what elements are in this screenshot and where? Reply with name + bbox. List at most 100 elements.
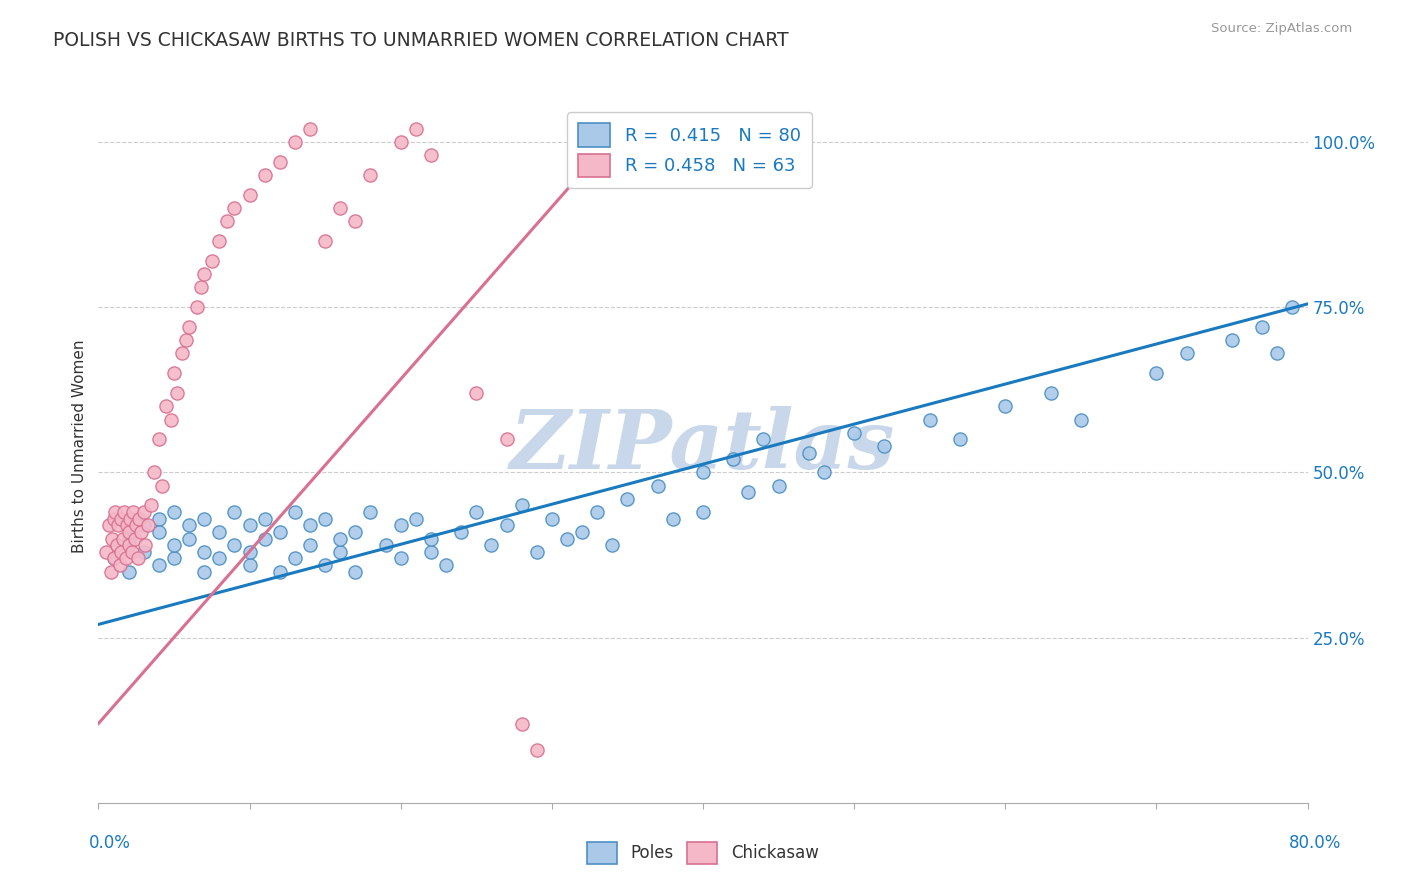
Point [1267, 346, 1289, 360]
Point [405, 121, 427, 136]
Point [124, 532, 146, 546]
Point [163, 538, 186, 552]
Point [215, 214, 238, 228]
Point [224, 538, 246, 552]
Point [1070, 412, 1092, 426]
Point [186, 300, 208, 314]
Point [299, 518, 322, 533]
Point [128, 511, 150, 525]
Point [104, 505, 127, 519]
Point [450, 524, 472, 539]
Point [141, 499, 163, 513]
Point [253, 532, 276, 546]
Point [193, 545, 215, 559]
Point [540, 511, 562, 525]
Point [329, 201, 352, 215]
Legend: R =  0.415   N = 80, R = 0.458   N = 63: R = 0.415 N = 80, R = 0.458 N = 63 [567, 112, 811, 188]
Point [150, 478, 173, 492]
Point [526, 743, 548, 757]
Point [132, 505, 155, 519]
Point [224, 201, 246, 215]
Point [510, 716, 533, 731]
Point [994, 400, 1017, 414]
Point [118, 565, 141, 579]
Legend: Poles, Chickasaw: Poles, Chickasaw [581, 836, 825, 871]
Point [112, 505, 135, 519]
Point [434, 558, 457, 572]
Point [481, 538, 503, 552]
Point [768, 478, 790, 492]
Point [193, 267, 215, 281]
Point [208, 234, 231, 248]
Point [602, 538, 624, 552]
Point [143, 466, 166, 480]
Point [918, 412, 941, 426]
Point [299, 538, 322, 552]
Text: 80.0%: 80.0% [1288, 834, 1341, 852]
Point [420, 532, 443, 546]
Point [101, 532, 124, 546]
Point [118, 524, 141, 539]
Point [110, 511, 132, 525]
Point [98, 518, 121, 533]
Point [344, 565, 367, 579]
Point [136, 518, 159, 533]
Point [1220, 333, 1243, 347]
Point [465, 386, 488, 401]
Point [329, 545, 352, 559]
Point [132, 518, 155, 533]
Text: Source: ZipAtlas.com: Source: ZipAtlas.com [1212, 22, 1353, 36]
Point [170, 346, 193, 360]
Point [813, 466, 835, 480]
Point [201, 254, 224, 268]
Point [495, 518, 517, 533]
Point [526, 545, 548, 559]
Point [389, 135, 412, 149]
Point [163, 551, 186, 566]
Point [163, 505, 186, 519]
Point [616, 491, 638, 506]
Point [148, 511, 170, 525]
Point [1281, 300, 1303, 314]
Text: POLISH VS CHICKASAW BIRTHS TO UNMARRIED WOMEN CORRELATION CHART: POLISH VS CHICKASAW BIRTHS TO UNMARRIED … [53, 31, 789, 50]
Point [269, 565, 291, 579]
Point [1039, 386, 1062, 401]
Point [661, 511, 683, 525]
Point [115, 518, 138, 533]
Point [269, 524, 291, 539]
Point [1251, 320, 1274, 334]
Text: 0.0%: 0.0% [89, 834, 131, 852]
Point [166, 386, 188, 401]
Point [193, 565, 215, 579]
Point [949, 433, 972, 447]
Point [555, 532, 578, 546]
Point [269, 154, 291, 169]
Point [284, 505, 307, 519]
Point [374, 538, 396, 552]
Point [163, 367, 186, 381]
Point [299, 121, 322, 136]
Point [420, 148, 443, 162]
Point [284, 551, 307, 566]
Point [284, 135, 307, 149]
Point [1144, 367, 1167, 381]
Point [329, 532, 352, 546]
Point [571, 524, 593, 539]
Point [405, 511, 427, 525]
Point [873, 439, 896, 453]
Point [224, 505, 246, 519]
Point [586, 505, 609, 519]
Point [111, 532, 134, 546]
Point [103, 511, 125, 525]
Point [148, 558, 170, 572]
Point [752, 433, 775, 447]
Point [239, 558, 262, 572]
Point [120, 511, 142, 525]
Point [107, 518, 129, 533]
Point [737, 485, 759, 500]
Point [844, 425, 866, 440]
Point [179, 320, 201, 334]
Point [360, 168, 382, 182]
Point [344, 214, 367, 228]
Point [129, 524, 152, 539]
